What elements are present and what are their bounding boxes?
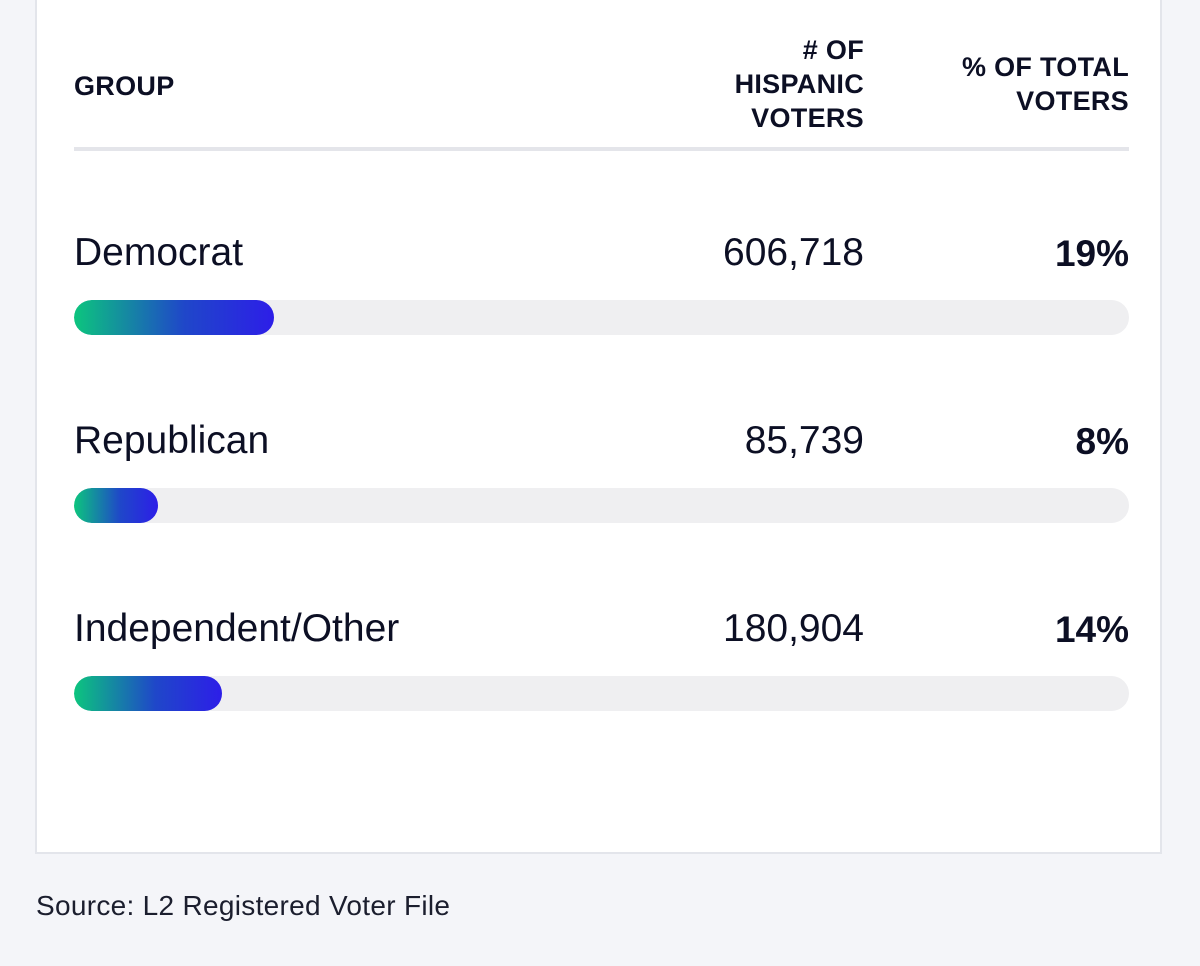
row-label: Democrat bbox=[74, 231, 244, 274]
header-divider bbox=[74, 147, 1129, 151]
row-count: 180,904 bbox=[723, 607, 864, 650]
bar-democrat bbox=[74, 300, 274, 335]
table-row-republican: Republican 85,739 8% bbox=[74, 418, 1129, 528]
row-percent-label: 14% bbox=[1054, 609, 1129, 650]
column-header-group: GROUP bbox=[74, 71, 175, 101]
table-row-independent-other: Independent/Other 180,904 14% bbox=[74, 606, 1129, 716]
row-count: 606,718 bbox=[723, 231, 864, 274]
bar-independent-other bbox=[74, 676, 222, 711]
bar-track bbox=[74, 300, 1129, 335]
row-label: Republican bbox=[74, 419, 270, 462]
row-percent-label: 8% bbox=[1075, 421, 1129, 462]
table-body: GROUP # OF HISPANIC VOTERS % OF TOTAL VO… bbox=[74, 0, 1129, 852]
row-label: Independent/Other bbox=[74, 607, 400, 650]
row-count: 85,739 bbox=[744, 419, 864, 462]
column-header-percent: % OF TOTAL VOTERS bbox=[962, 52, 1129, 116]
bar-track bbox=[74, 676, 1129, 711]
table-row-democrat: Democrat 606,718 19% bbox=[74, 230, 1129, 340]
data-table-card: GROUP # OF HISPANIC VOTERS % OF TOTAL VO… bbox=[35, 0, 1162, 854]
bar-republican bbox=[74, 488, 158, 523]
column-header-count: # OF HISPANIC VOTERS bbox=[734, 35, 864, 133]
bar-track bbox=[74, 488, 1129, 523]
row-percent-label: 19% bbox=[1054, 233, 1129, 274]
source-note: Source: L2 Registered Voter File bbox=[36, 890, 451, 921]
